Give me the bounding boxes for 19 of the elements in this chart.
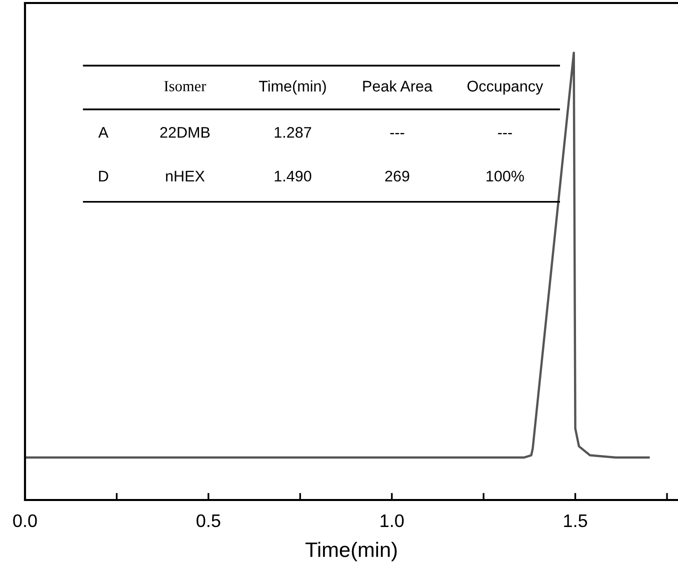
annotation: 1.287 — [274, 126, 312, 138]
annotation: --- — [498, 133, 512, 134]
annotation: --- — [390, 133, 404, 134]
annotation: 22DMB — [160, 126, 210, 138]
x-tick-label: 0.5 — [196, 514, 220, 528]
annotation: Time(min) — [258, 80, 326, 95]
x-tick-label: 1.5 — [564, 514, 588, 528]
x-tick-label: 1.0 — [380, 514, 404, 528]
annotation: Peak Area — [363, 80, 432, 92]
annotation: 1.490 — [274, 170, 312, 182]
x-tick-label: 0.0 — [13, 514, 37, 528]
annotation: Isomer — [164, 81, 206, 92]
x-axis-title: Time(min) — [305, 542, 397, 562]
annotation: Occupancy — [467, 80, 544, 95]
annotation: 269 — [385, 170, 410, 182]
annotation: D — [99, 170, 108, 182]
annotation: A — [98, 127, 108, 138]
annotation: nHEX — [166, 170, 205, 182]
annotation: 100% — [486, 170, 524, 182]
